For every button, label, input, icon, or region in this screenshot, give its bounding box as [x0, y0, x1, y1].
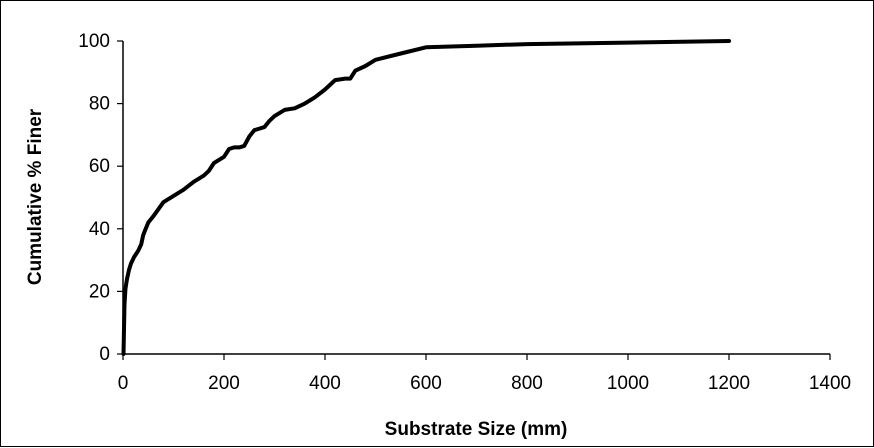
- y-tick-label: 0: [99, 344, 110, 365]
- y-tick-label: 60: [89, 156, 110, 177]
- x-axis-title: Substrate Size (mm): [385, 419, 568, 440]
- x-tick-label: 1200: [708, 373, 750, 394]
- x-tick-label: 200: [208, 373, 240, 394]
- x-tick-label: 400: [309, 373, 341, 394]
- x-tick-label: 1000: [607, 373, 649, 394]
- x-tick-label: 800: [511, 373, 543, 394]
- x-tick-label: 600: [410, 373, 442, 394]
- chart-marks: 0 200 400 600 800 1000 1200 1400 0 20 40 60 80 100: [78, 31, 851, 394]
- y-tick-label: 100: [78, 31, 110, 52]
- y-tick-label: 80: [89, 94, 110, 115]
- x-tick-label: 0: [118, 373, 129, 394]
- y-tick-label: 20: [89, 281, 110, 302]
- x-tick-label: 1400: [809, 373, 851, 394]
- y-tick-label: 40: [89, 219, 110, 240]
- series-line: [121, 39, 731, 356]
- y-axis-title: Cumulative % Finer: [25, 108, 46, 285]
